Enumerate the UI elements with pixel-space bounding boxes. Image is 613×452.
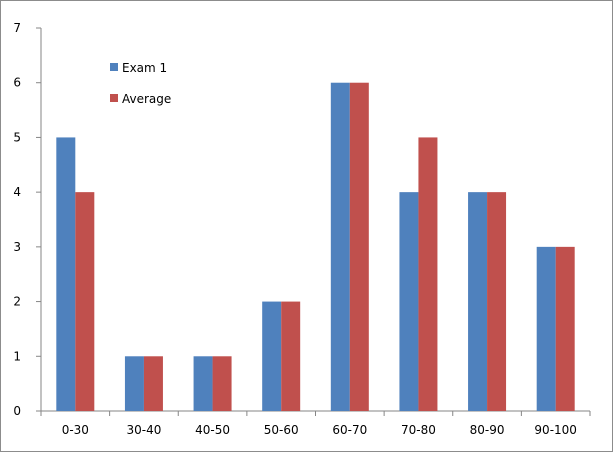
bar-average-40-50 <box>212 356 232 411</box>
bar-exam-1-40-50 <box>193 356 213 411</box>
x-tick-label-50-60: 50-60 <box>264 423 299 437</box>
y-tick-label: 6 <box>13 76 21 90</box>
legend: Exam 1 Average <box>110 61 171 106</box>
bar-average-80-90 <box>487 192 507 411</box>
y-tick-label: 7 <box>13 21 21 35</box>
x-tick-label-80-90: 80-90 <box>470 423 505 437</box>
x-tick-label-0-30: 0-30 <box>62 423 89 437</box>
y-tick-label: 3 <box>13 240 21 254</box>
bar-average-50-60 <box>281 301 301 411</box>
x-tick-label-40-50: 40-50 <box>195 423 230 437</box>
bar-exam-1-0-30 <box>56 137 76 411</box>
legend-label-average: Average <box>122 92 171 106</box>
x-axis-ticks: 0-30 30-40 40-50 50-60 60-70 70-80 80-90 90-100 <box>40 411 591 437</box>
bar-exam-1-60-70 <box>330 82 350 411</box>
bar-average-30-40 <box>143 356 163 411</box>
bar-exam-1-70-80 <box>399 192 419 411</box>
bar-average-60-70 <box>349 82 369 411</box>
bar-exam-1-30-40 <box>124 356 144 411</box>
bar-average-70-80 <box>418 137 438 411</box>
x-tick-label-90-100: 90-100 <box>534 423 577 437</box>
x-tick-label-30-40: 30-40 <box>127 423 162 437</box>
legend-label-exam-1: Exam 1 <box>122 61 167 75</box>
bar-average-0-30 <box>75 192 95 411</box>
legend-swatch-average <box>110 94 118 102</box>
y-tick-label: 5 <box>13 130 21 144</box>
y-tick-label: 2 <box>13 295 21 309</box>
legend-swatch-exam-1 <box>110 63 118 71</box>
x-tick-label-60-70: 60-70 <box>332 423 367 437</box>
bar-exam-1-50-60 <box>262 301 282 411</box>
y-tick-label: 4 <box>13 185 21 199</box>
y-tick-label: 0 <box>13 404 21 418</box>
x-tick-label-70-80: 70-80 <box>401 423 436 437</box>
bar-average-90-100 <box>555 246 575 411</box>
bar-exam-1-90-100 <box>536 246 556 411</box>
y-axis-ticks: 0 1 2 3 4 5 6 7 <box>13 21 41 418</box>
bars-group <box>56 82 575 411</box>
bar-exam-1-80-90 <box>468 192 488 411</box>
y-tick-label: 1 <box>13 349 21 363</box>
